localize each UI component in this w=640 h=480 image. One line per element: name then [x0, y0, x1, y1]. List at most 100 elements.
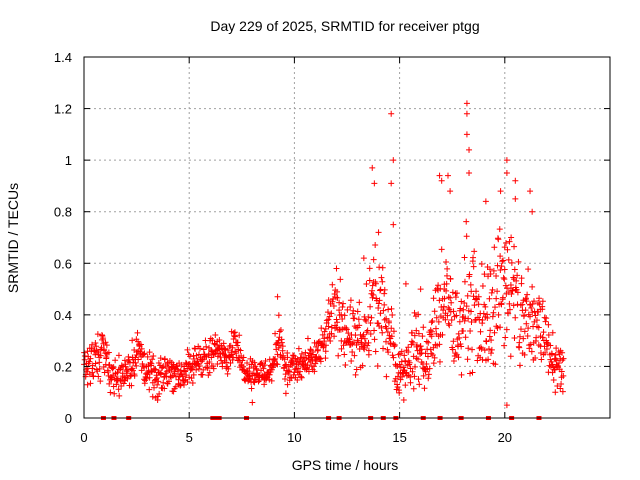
data-point: [295, 345, 302, 352]
data-point: [444, 172, 451, 179]
data-point: [488, 289, 495, 296]
data-point: [461, 254, 468, 261]
data-point: [105, 368, 112, 375]
data-point: [447, 275, 454, 282]
data-point: [381, 290, 388, 297]
data-point: [430, 295, 437, 302]
data-point: [173, 373, 180, 380]
data-point: [89, 341, 96, 348]
data-point: [206, 369, 213, 376]
data-point: [107, 389, 114, 396]
data-point: [295, 365, 302, 372]
data-point: [443, 259, 450, 266]
data-point: [407, 365, 414, 372]
data-point: [503, 157, 510, 164]
data-point: [560, 355, 567, 362]
y-tick-label: 1: [65, 153, 72, 168]
data-point: [148, 360, 155, 367]
data-point: [500, 274, 507, 281]
data-point: [352, 371, 359, 378]
data-point: [549, 351, 556, 358]
data-point: [371, 180, 378, 187]
data-point: [428, 319, 435, 326]
data-point: [552, 352, 559, 359]
data-point: [369, 164, 376, 171]
data-point: [406, 359, 413, 366]
data-point: [240, 363, 247, 370]
data-point: [448, 316, 455, 323]
data-point: [295, 360, 302, 367]
data-point: [394, 381, 401, 388]
data-point: [165, 378, 172, 385]
data-point: [380, 345, 387, 352]
data-point: [302, 349, 309, 356]
data-point: [523, 298, 530, 305]
data-point: [441, 295, 448, 302]
data-point: [205, 372, 212, 379]
data-point: [304, 362, 311, 369]
data-point: [542, 349, 549, 356]
y-tick-label: 1.4: [54, 50, 72, 65]
data-point: [330, 295, 337, 302]
data-point: [391, 341, 398, 348]
data-point: [229, 351, 236, 358]
data-point: [388, 333, 395, 340]
data-point: [138, 345, 145, 352]
data-point: [500, 257, 507, 264]
data-point: [275, 312, 282, 319]
data-point: [103, 354, 110, 361]
data-point: [146, 386, 153, 393]
data-point: [360, 255, 367, 262]
data-point: [355, 339, 362, 346]
data-point: [347, 303, 354, 310]
data-point: [274, 293, 281, 300]
data-point: [519, 301, 526, 308]
data-point: [467, 281, 474, 288]
data-point: [244, 359, 251, 366]
data-point: [356, 299, 363, 306]
y-axis-label: SRMTID / TECUs: [5, 183, 21, 293]
data-point: [109, 365, 116, 372]
data-point: [381, 316, 388, 323]
data-point: [378, 324, 385, 331]
data-point: [337, 276, 344, 283]
data-point: [276, 328, 283, 335]
data-point: [544, 339, 551, 346]
data-point: [532, 354, 539, 361]
data-point: [294, 376, 301, 383]
data-point: [506, 238, 513, 245]
data-point: [558, 380, 565, 387]
data-point: [554, 362, 561, 369]
data-point: [453, 290, 460, 297]
data-point: [87, 355, 94, 362]
data-point: [118, 383, 125, 390]
data-point: [492, 304, 499, 311]
data-point: [486, 295, 493, 302]
data-point: [151, 367, 158, 374]
data-point: [111, 390, 118, 397]
data-point: [371, 336, 378, 343]
data-point: [164, 361, 171, 368]
data-point: [324, 309, 331, 316]
data-point: [322, 348, 329, 355]
x-tick-label: 20: [498, 430, 512, 445]
data-point: [425, 339, 432, 346]
data-point: [298, 374, 305, 381]
data-point: [398, 348, 405, 355]
data-point: [424, 353, 431, 360]
data-point: [372, 242, 379, 249]
data-point: [196, 345, 203, 352]
data-point: [468, 308, 475, 315]
data-point: [514, 289, 521, 296]
data-point: [505, 256, 512, 263]
data-point: [105, 349, 112, 356]
data-point: [396, 389, 403, 396]
data-point: [248, 361, 255, 368]
data-point: [379, 278, 386, 285]
data-point: [261, 362, 268, 369]
data-point: [448, 299, 455, 306]
data-point: [187, 353, 194, 360]
data-point: [263, 375, 270, 382]
data-point: [493, 295, 500, 302]
data-point: [233, 350, 240, 357]
